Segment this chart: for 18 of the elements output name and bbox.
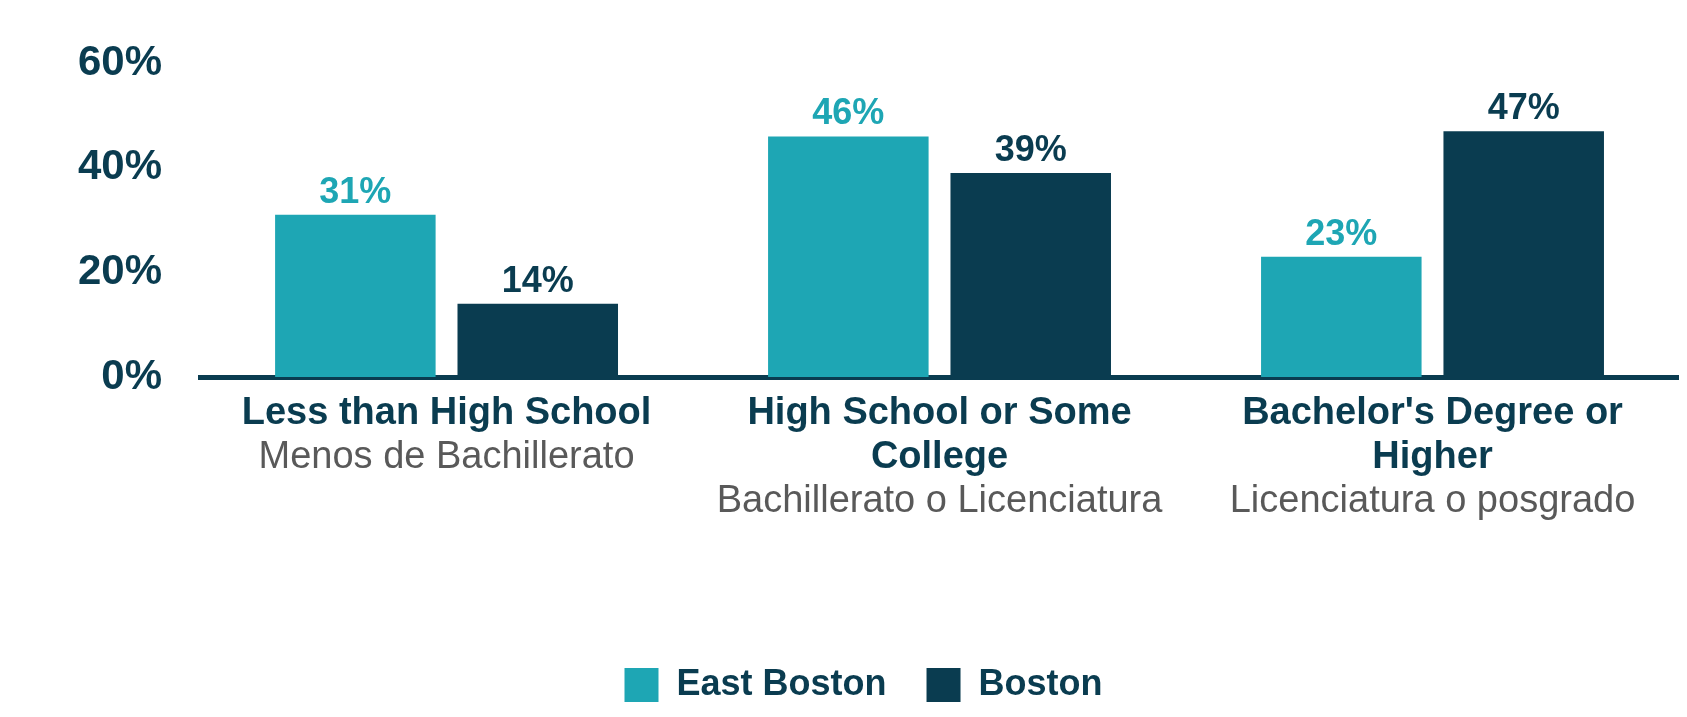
y-tick-label: 60% (78, 36, 163, 84)
x-tick-label: Bachelor's Degree or Higher Licenciatura o posgrado (1229, 390, 1636, 521)
y-tick-label: 20% (78, 245, 163, 293)
legend-label: East Boston (676, 661, 887, 703)
x-tick-label: Less than High School Menos de Bachillerato (241, 390, 652, 477)
y-tick-label: 40% (78, 141, 163, 189)
data-label: 23% (1305, 211, 1378, 253)
bar (768, 136, 929, 377)
bar (275, 214, 436, 377)
data-label: 14% (501, 258, 574, 300)
data-label: 31% (319, 169, 392, 211)
data-label: 47% (1487, 86, 1560, 128)
x-tick-label: High School or Some College Bachillerato o Licenciatura (716, 390, 1164, 521)
bar (1261, 256, 1422, 377)
legend-label: Boston (978, 661, 1103, 703)
y-tick-label: 0% (101, 350, 163, 398)
data-label: 46% (812, 91, 885, 133)
data-label: 39% (994, 127, 1067, 169)
